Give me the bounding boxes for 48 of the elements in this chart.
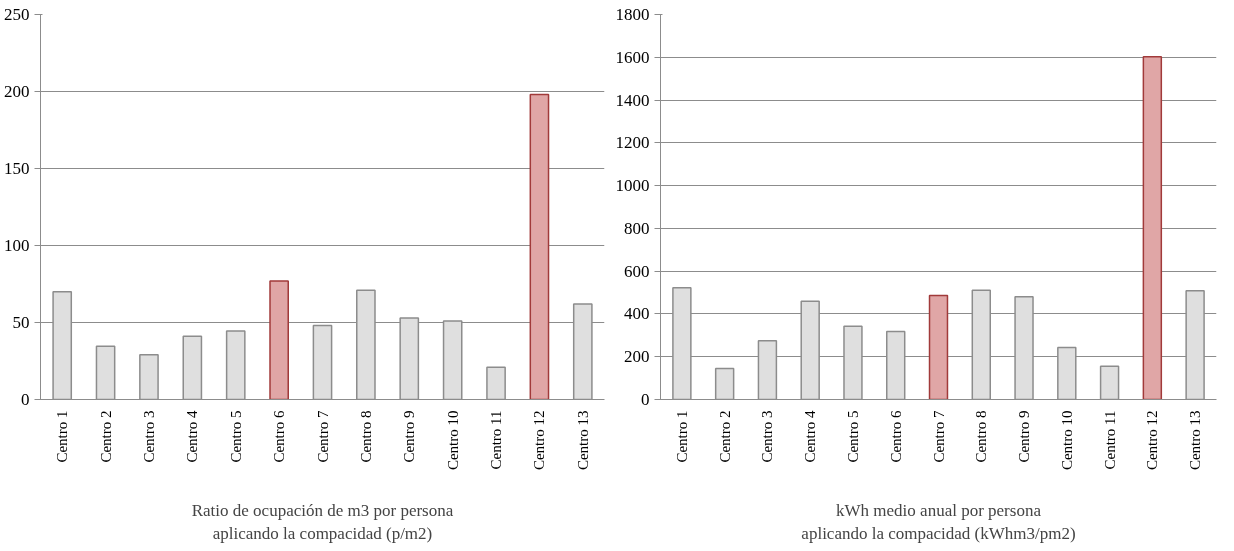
x-tick-label: Centro 11 xyxy=(1101,410,1118,470)
x-tick-label: Centro 13 xyxy=(1187,410,1204,471)
y-tick-label: 150 xyxy=(4,159,30,178)
y-tick-label: 1200 xyxy=(615,133,650,153)
x-tick-label: Centro 6 xyxy=(271,410,288,463)
x-tick-label: Centro 4 xyxy=(184,410,201,463)
x-tick-label: Centro 8 xyxy=(973,410,990,463)
y-tick-label: 600 xyxy=(624,261,650,281)
x-tick-label: Centro 7 xyxy=(930,410,947,463)
y-tick-label: 1800 xyxy=(615,5,650,24)
y-tick-label: 1400 xyxy=(615,90,650,110)
y-tick-label: 50 xyxy=(12,313,30,332)
x-tick-label: Centro 9 xyxy=(1016,410,1033,463)
x-tick-label: Centro 13 xyxy=(574,410,591,471)
y-tick-label: 200 xyxy=(624,347,650,367)
bar xyxy=(529,93,550,400)
x-tick-label: Centro 7 xyxy=(314,410,331,463)
x-tick-label: Centro 5 xyxy=(844,410,861,463)
y-tick-label: 250 xyxy=(4,5,30,24)
y-tick-label: 800 xyxy=(624,218,650,238)
y-tick-label: 400 xyxy=(624,304,650,324)
x-tick-label: Centro 12 xyxy=(1144,410,1161,471)
x-tick-label: Centro 4 xyxy=(802,410,819,463)
y-tick-label: 200 xyxy=(4,82,30,101)
x-tick-label: Centro 10 xyxy=(444,410,461,471)
x-tick-label: Centro 6 xyxy=(887,410,904,463)
x-tick-label: Centro 2 xyxy=(716,410,733,463)
y-tick-label: 0 xyxy=(641,390,650,409)
y-tick-label: 100 xyxy=(4,236,30,255)
bar xyxy=(928,294,949,400)
bar xyxy=(269,280,289,400)
x-tick-label: Centro 11 xyxy=(488,410,505,470)
y-tick-label: 0 xyxy=(21,390,30,409)
y-tick-label: 1600 xyxy=(615,47,650,67)
x-tick-label: Centro 3 xyxy=(140,410,157,463)
x-axis-title: Ratio de ocupación de m3 por persona aplicando la compacidad (p/m2) xyxy=(191,501,454,543)
x-tick-label: Centro 5 xyxy=(227,410,244,463)
x-tick-label: Centro 2 xyxy=(97,410,114,463)
bar xyxy=(1142,56,1163,400)
x-tick-label: Centro 9 xyxy=(401,410,418,463)
x-tick-label: Centro 3 xyxy=(759,410,776,463)
x-tick-label: Centro 10 xyxy=(1058,410,1075,471)
y-tick-label: 1000 xyxy=(615,176,650,196)
x-tick-label: Centro 1 xyxy=(54,410,71,463)
x-tick-label: Centro 1 xyxy=(673,410,690,463)
x-tick-label: Centro 8 xyxy=(357,410,374,463)
x-tick-label: Centro 12 xyxy=(531,410,548,471)
x-axis-title: kWh medio anual por persona aplicando la compacidad (kWhm3/pm2) xyxy=(801,501,1076,543)
